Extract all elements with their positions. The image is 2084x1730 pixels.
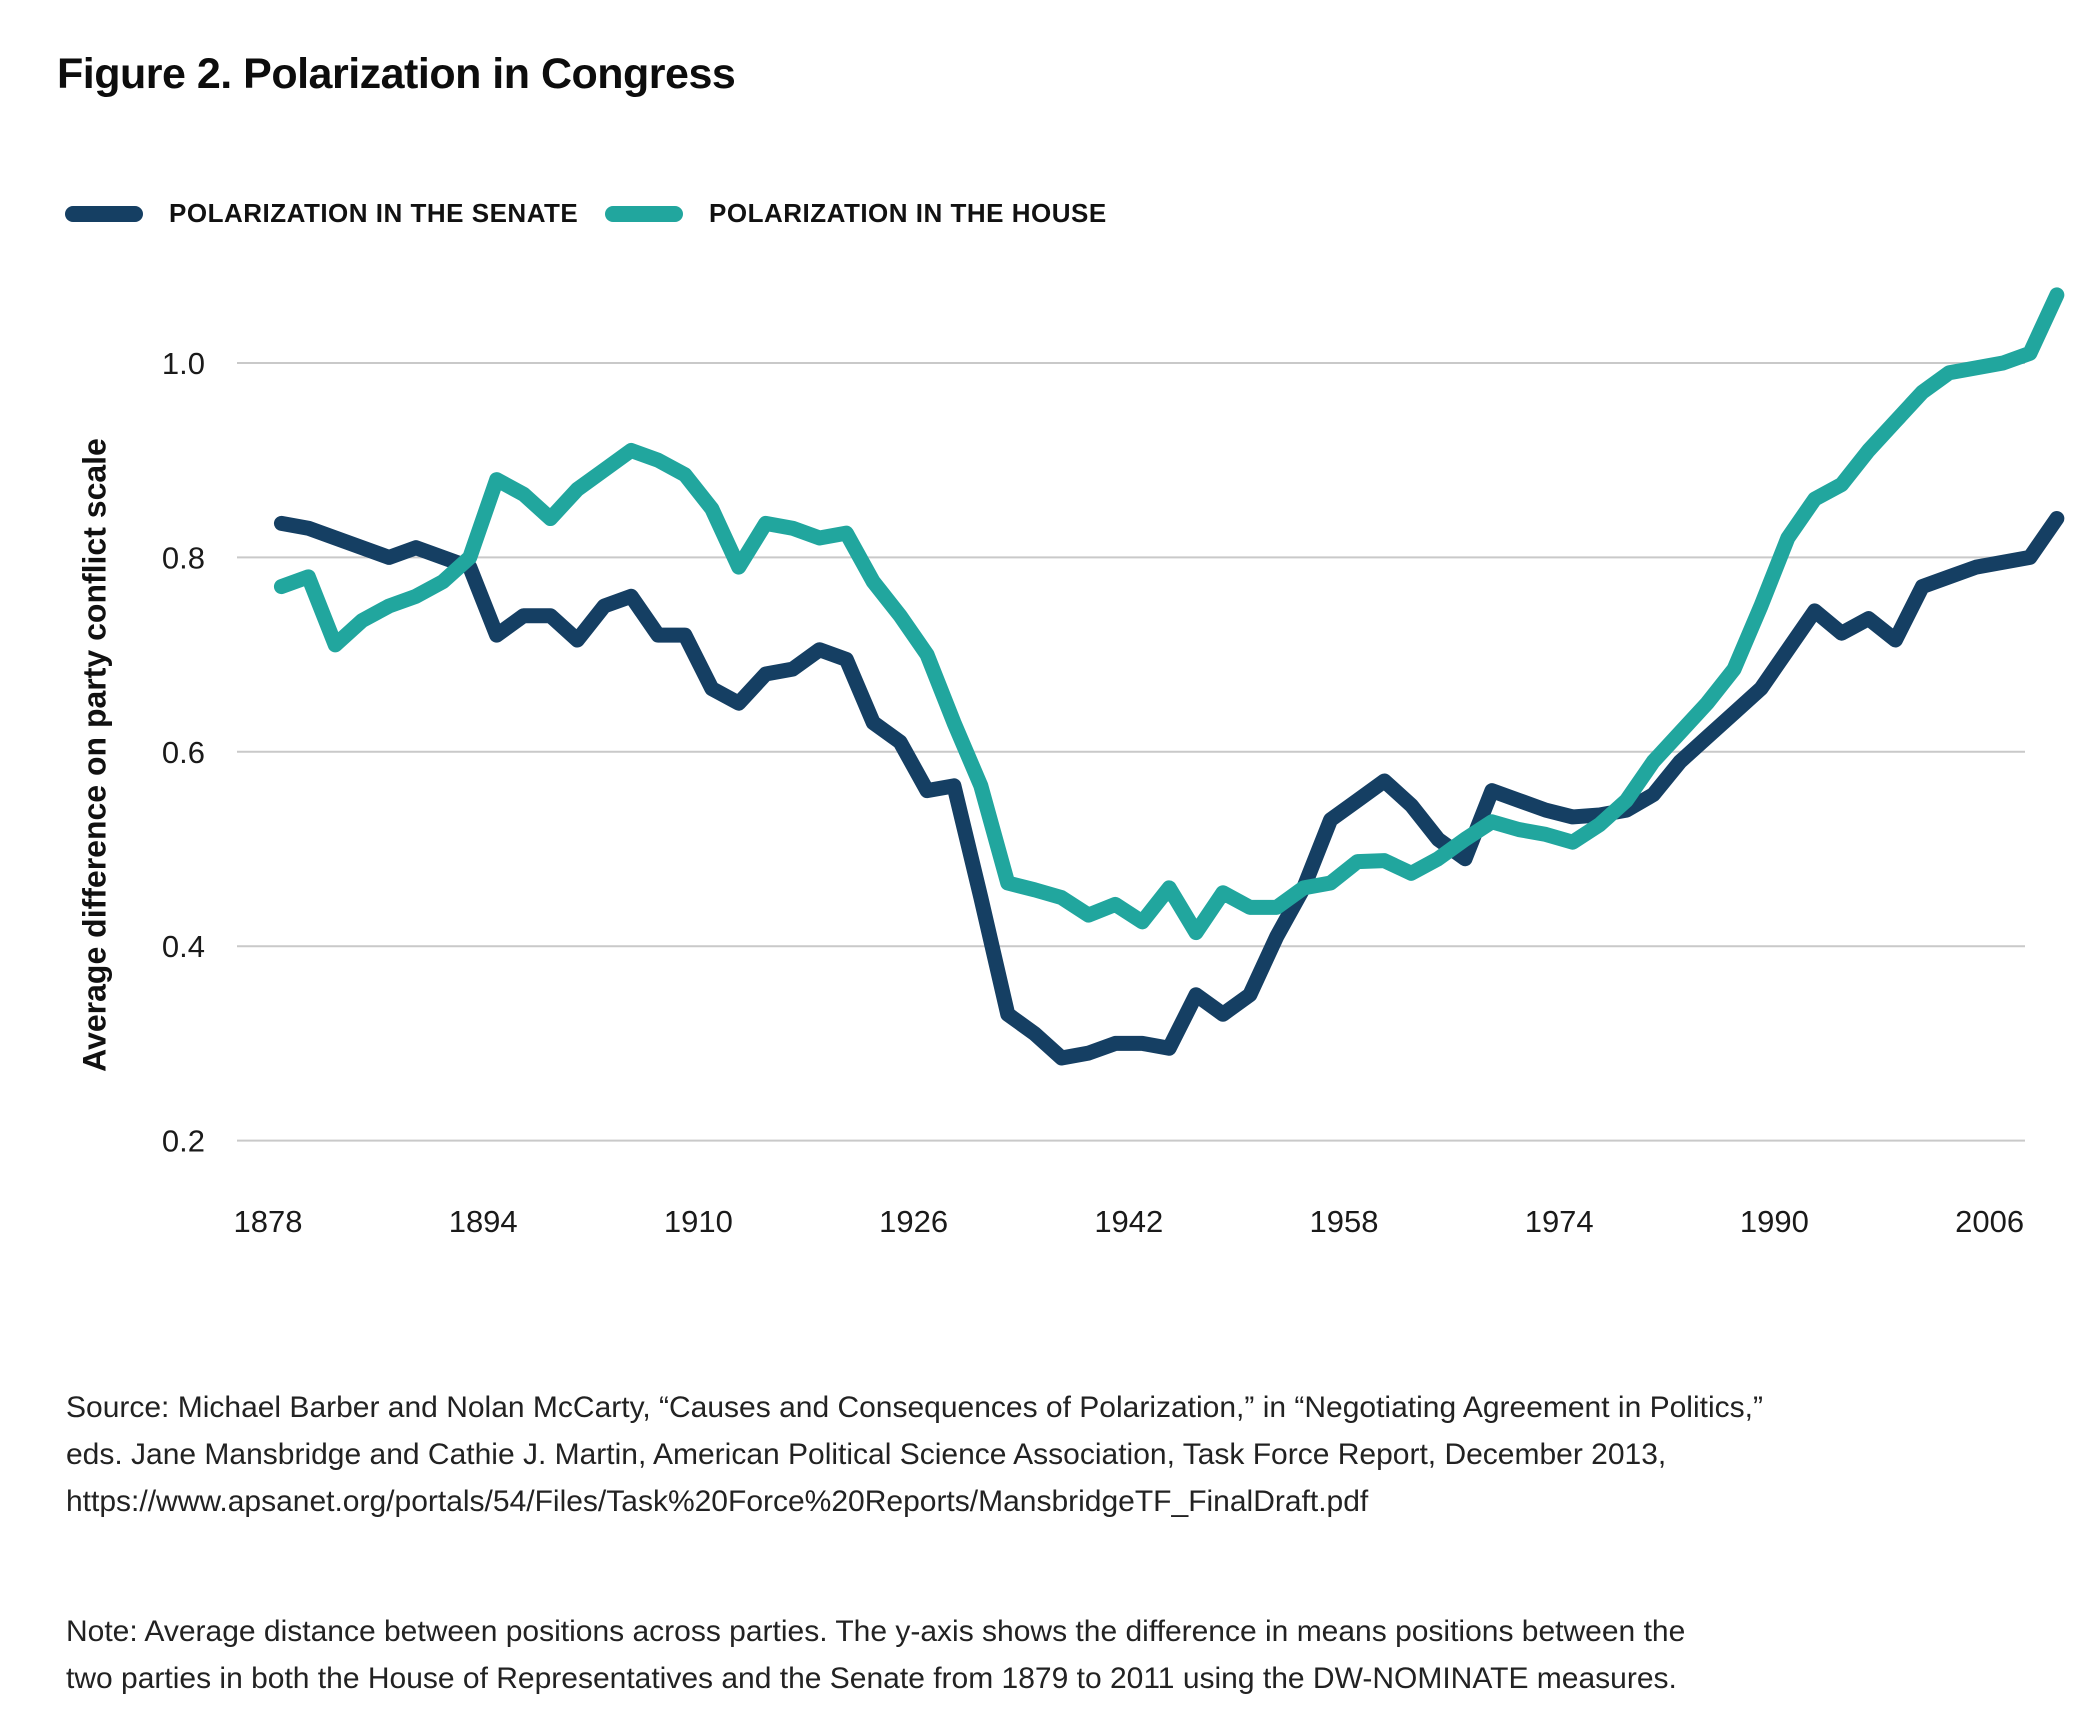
legend-label-house: POLARIZATION IN THE HOUSE bbox=[709, 198, 1107, 228]
y-tick-label-0.6: 0.6 bbox=[162, 735, 205, 770]
x-tick-label-1974: 1974 bbox=[1525, 1204, 1594, 1239]
note-line-1: Note: Average distance between positions… bbox=[66, 1615, 1686, 1648]
senate-line-swatch bbox=[65, 205, 143, 222]
y-tick-label-0.4: 0.4 bbox=[162, 929, 205, 964]
x-tick-label-1942: 1942 bbox=[1094, 1204, 1163, 1239]
legend-label-senate: POLARIZATION IN THE SENATE bbox=[169, 198, 579, 228]
source-text: Source: Michael Barber and Nolan McCarty… bbox=[66, 1384, 1763, 1525]
note-line-2: two parties in both the House of Represe… bbox=[66, 1662, 1677, 1695]
legend-item-house: POLARIZATION IN THE HOUSE bbox=[605, 198, 1107, 229]
note-text: Note: Average distance between positions… bbox=[66, 1608, 1685, 1702]
y-tick-label-0.8: 0.8 bbox=[162, 540, 205, 575]
y-tick-label-0.2: 0.2 bbox=[162, 1124, 205, 1159]
figure-title: Figure 2. Polarization in Congress bbox=[57, 50, 736, 98]
source-line-1: Source: Michael Barber and Nolan McCarty… bbox=[66, 1391, 1763, 1424]
x-tick-label-1878: 1878 bbox=[234, 1204, 303, 1239]
source-line-2: eds. Jane Mansbridge and Cathie J. Marti… bbox=[66, 1438, 1667, 1471]
house-line-swatch bbox=[605, 205, 683, 222]
y-tick-label-1.0: 1.0 bbox=[162, 346, 205, 381]
x-tick-label-2006: 2006 bbox=[1955, 1204, 2024, 1239]
line-chart: 0.2 0.4 0.6 0.8 1.0 1878 1894 1910 1926 1942 1958 1… bbox=[162, 287, 2065, 1239]
house-line bbox=[273, 287, 2065, 941]
x-tick-label-1926: 1926 bbox=[879, 1204, 948, 1239]
x-tick-label-1990: 1990 bbox=[1740, 1204, 1809, 1239]
legend: POLARIZATION IN THE SENATE POLARIZATION … bbox=[0, 198, 2084, 234]
source-line-3: https://www.apsanet.org/portals/54/Files… bbox=[66, 1485, 1369, 1518]
legend-item-senate: POLARIZATION IN THE SENATE bbox=[65, 198, 578, 229]
x-tick-label-1958: 1958 bbox=[1310, 1204, 1379, 1239]
senate-line bbox=[273, 511, 2065, 1066]
x-tick-label-1894: 1894 bbox=[449, 1204, 518, 1239]
x-tick-label-1910: 1910 bbox=[664, 1204, 733, 1239]
